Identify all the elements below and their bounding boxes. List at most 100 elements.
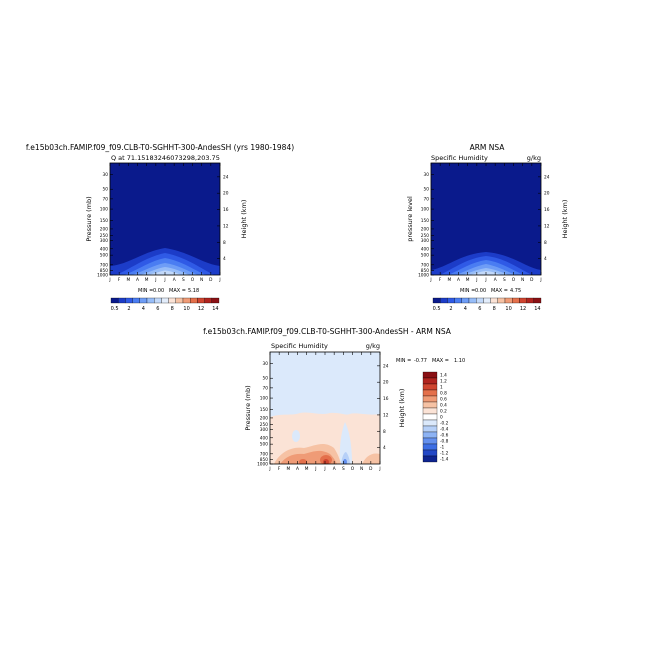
- colorbar-label: 2: [127, 306, 130, 312]
- colorbar-swatch: [422, 443, 438, 451]
- panel-observation: ARM NSA Specific Humidity g/kg 305070100…: [406, 143, 569, 312]
- colorbar-label: 10: [505, 306, 511, 312]
- y-tick-label: 400: [260, 435, 268, 441]
- colorbar-swatch: [197, 297, 205, 304]
- y-tick-label: 850: [100, 268, 108, 274]
- colorbar-swatch: [211, 297, 220, 304]
- y2-tick-label: 16: [544, 207, 550, 213]
- x-tick-label: S: [342, 466, 345, 472]
- colorbar-swatch: [422, 455, 438, 463]
- panel1-subtitle: Q at 71.15183246073298,203.75: [111, 154, 220, 162]
- x-tick-label: A: [333, 466, 336, 472]
- x-tick-label: O: [191, 277, 195, 283]
- panel3-field: [270, 352, 380, 464]
- y-tick-label: 300: [100, 238, 108, 244]
- x-tick-label: D: [530, 277, 534, 283]
- y-tick-label: 200: [421, 226, 429, 232]
- panel1-y2label: Height (km): [240, 200, 248, 239]
- y-tick-label: 100: [100, 207, 108, 213]
- x-tick-label: A: [457, 277, 460, 283]
- colorbar-label: 0.2: [440, 409, 447, 415]
- y-tick-label: 700: [100, 262, 108, 268]
- y-tick-label: 400: [421, 246, 429, 252]
- y-tick-label: 850: [260, 457, 268, 463]
- y-tick-label: 50: [263, 376, 269, 382]
- colorbar-label: 4: [464, 306, 467, 312]
- panel1-max-value: 5.18: [188, 288, 199, 294]
- colorbar-swatch: [454, 297, 462, 304]
- colorbar-swatch: [483, 297, 491, 304]
- y-tick-label: 400: [100, 246, 108, 252]
- panel1-colorbar: 0.5 2 4 6 8 10 12 14: [111, 297, 220, 312]
- colorbar-swatch: [476, 297, 484, 304]
- colorbar-swatch: [490, 297, 498, 304]
- colorbar-label: 0.5: [111, 306, 119, 312]
- panel3-ylabel: Pressure (mb): [244, 385, 252, 430]
- colorbar-swatch: [182, 297, 191, 304]
- panel3-max-value: 1.10: [454, 358, 465, 364]
- colorbar-label: -1.4: [440, 457, 449, 463]
- colorbar-swatch: [422, 431, 438, 439]
- colorbar-swatch: [422, 419, 438, 427]
- y-tick-label: 250: [260, 422, 268, 428]
- colorbar-swatch: [422, 449, 438, 457]
- x-tick-label: M: [286, 466, 290, 472]
- colorbar-label: 0.5: [433, 306, 441, 312]
- panel1-title: f.e15b03ch.FAMIP.f09_f09.CLB-T0-SGHHT-30…: [26, 143, 294, 152]
- panel1-max-label: MAX =: [169, 288, 186, 294]
- y-tick-label: 150: [100, 218, 108, 224]
- x-tick-label: J: [314, 466, 316, 472]
- x-tick-label: M: [305, 466, 309, 472]
- x-tick-label: A: [494, 277, 497, 283]
- colorbar-label: 12: [198, 306, 204, 312]
- panel3-min-value: -0.77: [414, 358, 427, 364]
- colorbar-swatch: [447, 297, 455, 304]
- panel2-max-label: MAX =: [491, 288, 508, 294]
- colorbar-swatch: [190, 297, 198, 304]
- y-tick-label: 1000: [97, 273, 108, 279]
- y-tick-label: 300: [421, 238, 429, 244]
- panel2-title: ARM NSA: [470, 143, 506, 152]
- panel3-contour-pos5: [323, 459, 329, 464]
- colorbar-label: -0.8: [440, 439, 449, 445]
- colorbar-label: 0.6: [440, 397, 447, 403]
- colorbar-label: 12: [520, 306, 526, 312]
- colorbar-swatch: [146, 297, 155, 304]
- panel-difference: f.e15b03ch.FAMIP.f09_f09.CLB-T0-SGHHT-30…: [203, 327, 465, 472]
- colorbar-swatch: [422, 383, 438, 391]
- x-tick-label: N: [360, 466, 363, 472]
- colorbar-swatch: [175, 297, 184, 304]
- colorbar-swatch: [533, 297, 542, 304]
- y-tick-label: 30: [424, 172, 430, 178]
- panel3-min-label: MIN =: [396, 358, 411, 364]
- colorbar-swatch: [422, 437, 438, 445]
- colorbar-label: 10: [183, 306, 189, 312]
- colorbar-label: -0.4: [440, 427, 449, 433]
- x-tick-label: J: [154, 277, 156, 283]
- colorbar-swatch: [440, 297, 448, 304]
- colorbar-swatch: [422, 407, 438, 415]
- x-tick-label: J: [323, 466, 325, 472]
- x-tick-label: J: [429, 277, 431, 283]
- y2-tick-label: 12: [544, 223, 550, 229]
- panel2-min-label: MIN =: [460, 288, 475, 294]
- x-tick-label: J: [108, 277, 110, 283]
- panel3-contour-pos7: [362, 453, 380, 464]
- panel3-title: f.e15b03ch.FAMIP.f09_f09.CLB-T0-SGHHT-30…: [203, 327, 452, 336]
- y2-tick-label: 12: [223, 223, 229, 229]
- colorbar-swatch: [422, 425, 438, 433]
- y2-tick-label: 8: [544, 240, 547, 246]
- y-tick-label: 50: [103, 187, 109, 193]
- x-tick-label: S: [503, 277, 506, 283]
- colorbar-swatch: [132, 297, 140, 304]
- panel2-max-value: 4.75: [510, 288, 521, 294]
- x-tick-label: J: [163, 277, 165, 283]
- y-tick-label: 30: [263, 361, 269, 367]
- colorbar-swatch: [422, 395, 438, 403]
- colorbar-label: 8: [171, 306, 174, 312]
- panel2-left-subtitle: Specific Humidity: [431, 154, 488, 162]
- colorbar-label: -0.6: [440, 433, 449, 439]
- colorbar-swatch: [125, 297, 133, 304]
- y-tick-label: 70: [424, 196, 430, 202]
